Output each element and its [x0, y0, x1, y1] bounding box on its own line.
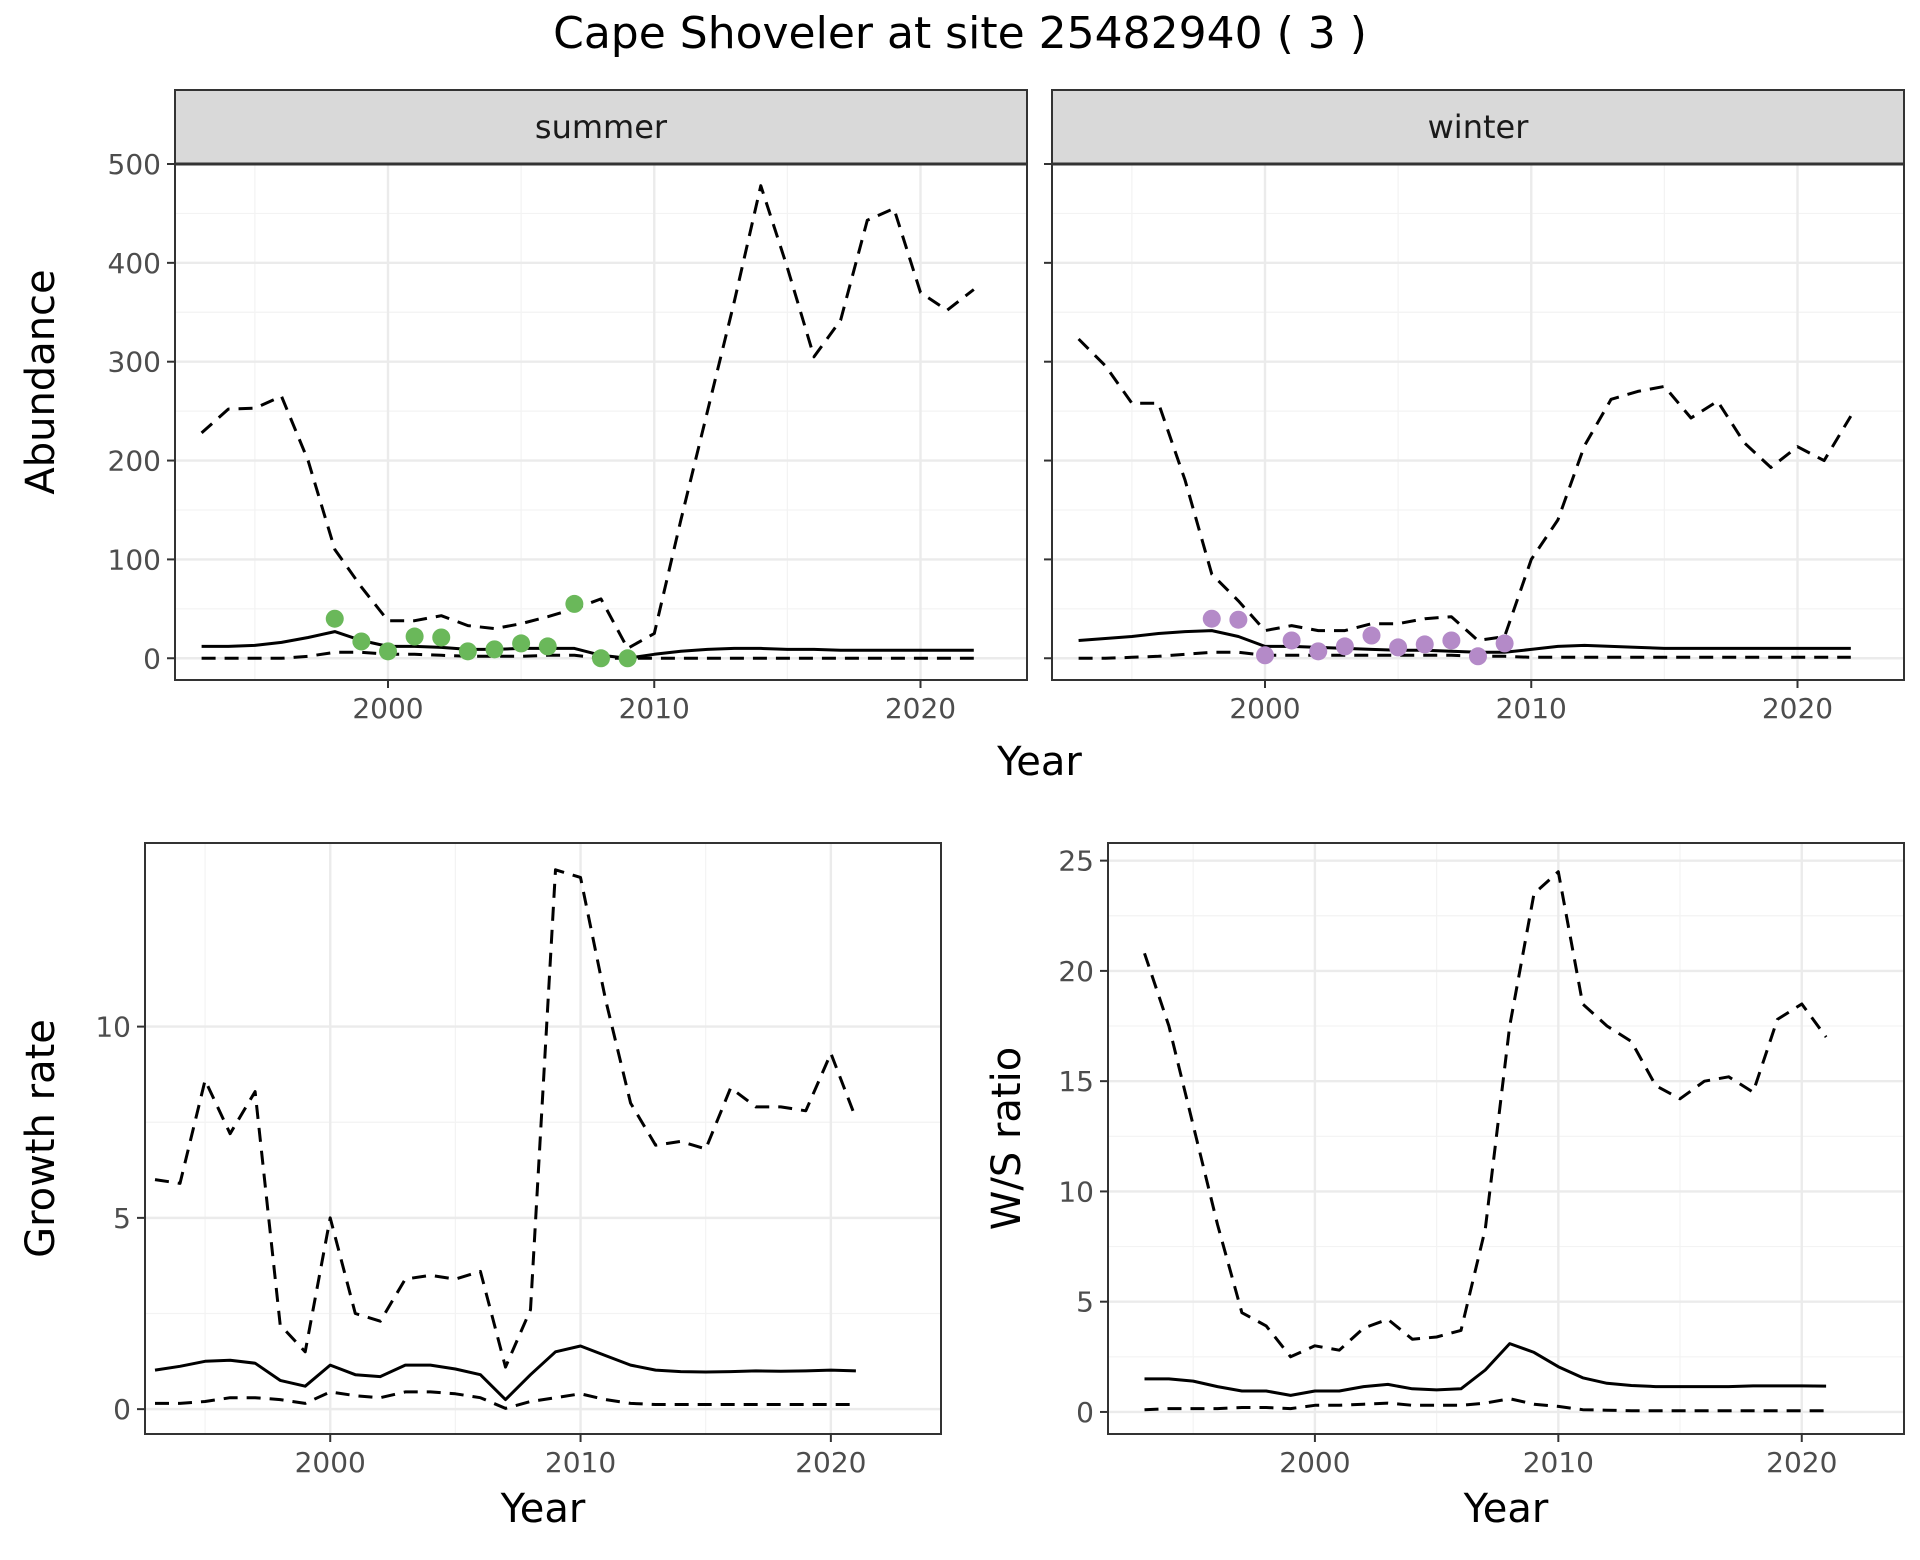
abundance-summer-point: [618, 649, 637, 668]
abundance-winter-point: [1202, 609, 1221, 628]
abundance-summer-point: [538, 637, 557, 656]
abundance-summer-point: [565, 594, 584, 613]
abundance-panel-winter: winter 2000 2010 2020: [1044, 89, 1905, 725]
abundance-summer-point: [405, 627, 424, 646]
abundance-winter-border: [1051, 163, 1905, 681]
ws_ratio-line-estimate: [1144, 1342, 1827, 1397]
ws_ratio-y-tick-label: 20: [1058, 955, 1094, 988]
growth-line-lower: [155, 1390, 856, 1410]
abundance-winter-point: [1389, 638, 1408, 657]
abundance-summer-y-tick-label: 300: [108, 346, 161, 379]
abundance-winter-point: [1495, 634, 1514, 653]
abundance-summer-y-tick-label: 400: [108, 247, 161, 280]
abundance-summer-point: [458, 642, 477, 661]
abundance-winter-point: [1309, 642, 1328, 661]
ws_ratio-y-axis-title: W/S ratio: [984, 1047, 1030, 1230]
abundance-winter-line-lower: [1078, 650, 1851, 660]
abundance-summer-line-lower: [201, 650, 974, 660]
growth-x-tick-label: 2020: [795, 1446, 866, 1479]
abundance-winter-line-upper: [1077, 337, 1853, 642]
abundance-x-axis-title: Year: [996, 739, 1082, 785]
growth-chart: 2000 2010 2020 0 5 10 Year Growth rate: [18, 842, 942, 1532]
abundance-winter-point: [1229, 610, 1248, 629]
abundance-winter-point: [1256, 646, 1274, 665]
growth-x-axis-title: Year: [500, 1486, 586, 1532]
ws_ratio-y-tick-label: 25: [1058, 845, 1094, 878]
abundance-summer-y-tick-label: 0: [143, 642, 161, 675]
abundance-winter-point: [1469, 647, 1487, 666]
abundance-winter-point: [1415, 635, 1434, 654]
facet-strip-winter: [1051, 89, 1905, 165]
ws_ratio-chart: 2000 2010 2020 0 5 10 15 20 25 Year W/S ratio: [984, 842, 1905, 1532]
growth-y-tick-label: 0: [113, 1393, 131, 1426]
abundance-winter-point: [1335, 637, 1354, 656]
abundance-winter-x-tick-label: 2000: [1229, 692, 1300, 725]
facet-strip-label-summer: summer: [535, 108, 668, 146]
figure-title: Cape Shoveler at site 25482940 ( 3 ): [553, 8, 1367, 59]
growth-x-tick-label: 2000: [295, 1446, 366, 1479]
growth-y-tick-label: 5: [113, 1202, 131, 1235]
ws_ratio-x-tick-label: 2000: [1279, 1446, 1350, 1479]
growth-x-tick-label: 2010: [545, 1446, 616, 1479]
abundance-summer-point: [379, 642, 397, 661]
growth-y-tick-label: 10: [95, 1011, 131, 1044]
abundance-summer-point: [592, 649, 610, 668]
abundance-summer-x-tick-label: 2010: [619, 692, 690, 725]
abundance-winter-point: [1282, 631, 1301, 650]
abundance-summer-y-tick-label: 500: [108, 148, 161, 181]
ws_ratio-y-tick-label: 5: [1076, 1286, 1094, 1319]
ws_ratio-y-tick-label: 0: [1076, 1396, 1094, 1429]
abundance-summer-point: [352, 632, 371, 651]
growth-border: [144, 842, 942, 1435]
abundance-summer-point: [325, 609, 344, 628]
ws_ratio-y-tick-label: 10: [1058, 1175, 1094, 1208]
abundance-y-axis-title: Abundance: [18, 269, 64, 494]
abundance-summer-point: [432, 628, 451, 647]
abundance-summer-x-tick-label: 2020: [885, 692, 956, 725]
abundance-winter-point: [1362, 626, 1381, 645]
growth-y-axis-title: Growth rate: [18, 1019, 64, 1258]
abundance-summer-line-upper: [200, 184, 975, 650]
ws_ratio-border: [1107, 842, 1905, 1435]
facet-strip-summer: [174, 89, 1028, 165]
ws_ratio-line-lower: [1144, 1397, 1827, 1413]
ws_ratio-y-tick-label: 15: [1058, 1065, 1094, 1098]
abundance-winter-x-tick-label: 2010: [1496, 692, 1567, 725]
abundance-winter-line-estimate: [1078, 629, 1851, 654]
facet-strip-label-winter: winter: [1428, 108, 1530, 146]
abundance-summer-x-tick-label: 2000: [352, 692, 423, 725]
ws_ratio-x-axis-title: Year: [1463, 1486, 1549, 1532]
abundance-summer-y-tick-label: 200: [108, 445, 161, 478]
abundance-summer-point: [512, 634, 531, 653]
abundance-summer-line-estimate: [201, 630, 974, 660]
ws_ratio-x-tick-label: 2020: [1766, 1446, 1837, 1479]
abundance-summer-y-tick-label: 100: [108, 543, 161, 576]
abundance-summer-border: [174, 163, 1028, 681]
growth-line-upper: [154, 868, 858, 1369]
growth-line-estimate: [154, 1344, 856, 1402]
abundance-summer-point: [485, 640, 504, 659]
abundance-chart: summer 2000 2010 2020 0 100 200 300 400 500 winter…: [18, 89, 1905, 785]
abundance-panel-summer: summer 2000 2010 2020 0 100 200 300 400 500: [108, 89, 1028, 725]
abundance-winter-x-tick-label: 2020: [1762, 692, 1833, 725]
ws_ratio-line-upper: [1143, 870, 1828, 1359]
ws_ratio-x-tick-label: 2010: [1523, 1446, 1594, 1479]
abundance-winter-point: [1442, 631, 1461, 650]
